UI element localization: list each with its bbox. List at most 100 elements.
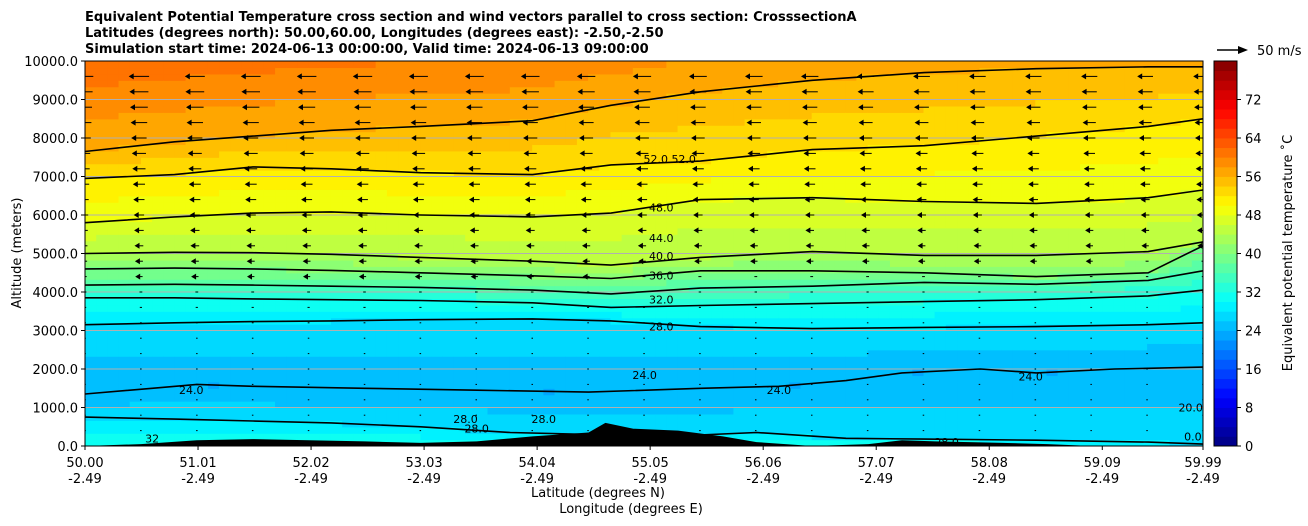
field-cell xyxy=(498,317,511,325)
field-cell xyxy=(576,125,589,133)
field-cell xyxy=(543,215,556,223)
field-cell xyxy=(386,176,399,184)
field-cell xyxy=(554,195,567,203)
field-cell xyxy=(957,388,969,396)
field-cell xyxy=(554,202,567,210)
field-cell xyxy=(196,189,209,197)
field-cell xyxy=(957,394,969,402)
field-cell xyxy=(733,234,746,242)
field-cell xyxy=(845,61,858,69)
field-cell xyxy=(241,247,254,255)
field-cell xyxy=(107,73,120,81)
field-cell xyxy=(353,266,366,274)
field-cell xyxy=(297,157,310,165)
field-cell xyxy=(398,375,410,383)
field-cell xyxy=(867,208,880,216)
field-cell xyxy=(521,227,533,235)
field-cell xyxy=(453,413,466,421)
field-cell xyxy=(174,279,187,287)
field-cell xyxy=(465,61,477,69)
field-cell xyxy=(431,266,444,274)
field-cell xyxy=(901,272,913,280)
field-cell xyxy=(554,375,567,383)
field-cell xyxy=(655,298,667,306)
field-cell xyxy=(207,61,220,69)
field-cell xyxy=(521,234,533,242)
field-cell xyxy=(509,61,522,69)
field-cell xyxy=(386,125,399,133)
field-cell xyxy=(655,272,667,280)
field-cell xyxy=(610,67,623,75)
field-cell xyxy=(85,259,97,267)
field-cell xyxy=(565,234,578,242)
field-cell xyxy=(252,86,265,94)
field-cell xyxy=(621,362,634,370)
field-cell xyxy=(688,202,701,210)
field-cell xyxy=(386,292,399,300)
field-cell xyxy=(912,311,925,319)
field-cell xyxy=(453,138,466,146)
field-cell xyxy=(431,259,444,267)
field-cell xyxy=(979,221,992,229)
field-cell xyxy=(722,401,735,409)
field-cell xyxy=(766,413,779,421)
field-cell xyxy=(699,426,712,434)
field-cell xyxy=(453,157,466,165)
field-cell xyxy=(968,170,980,178)
field-cell xyxy=(509,266,522,274)
field-cell xyxy=(409,401,421,409)
field-cell xyxy=(1001,125,1014,133)
field-cell xyxy=(599,298,612,306)
field-cell xyxy=(386,234,399,242)
field-cell xyxy=(766,176,779,184)
field-cell xyxy=(867,247,880,255)
field-cell xyxy=(811,86,824,94)
field-cell xyxy=(957,317,969,325)
field-cell xyxy=(219,157,231,165)
field-cell xyxy=(699,407,712,415)
field-cell xyxy=(576,426,589,434)
field-cell xyxy=(867,266,880,274)
field-cell xyxy=(342,131,354,139)
field-cell xyxy=(957,61,969,69)
field-cell xyxy=(330,202,343,210)
field-cell xyxy=(375,259,388,267)
field-cell xyxy=(822,266,835,274)
field-cell xyxy=(990,336,1003,344)
field-cell xyxy=(96,150,108,158)
field-cell xyxy=(107,105,120,113)
field-cell xyxy=(219,413,231,421)
field-cell xyxy=(532,227,544,235)
field-cell xyxy=(789,266,802,274)
field-cell xyxy=(286,131,299,139)
field-cell xyxy=(576,112,589,120)
field-cell xyxy=(901,125,913,133)
field-cell xyxy=(688,67,701,75)
field-cell xyxy=(644,93,656,101)
field-cell xyxy=(219,394,231,402)
field-cell xyxy=(1001,394,1014,402)
field-cell xyxy=(834,369,846,377)
field-cell xyxy=(688,176,701,184)
field-cell xyxy=(957,240,969,248)
field-cell xyxy=(901,356,913,364)
field-cell xyxy=(498,208,511,216)
field-cell xyxy=(800,67,813,75)
field-cell xyxy=(487,369,500,377)
field-cell xyxy=(252,189,265,197)
field-cell xyxy=(957,349,969,357)
field-cell xyxy=(330,138,343,146)
field-cell xyxy=(979,266,992,274)
field-cell xyxy=(778,93,790,101)
field-cell xyxy=(129,202,142,210)
field-cell xyxy=(230,150,243,158)
field-cell xyxy=(185,272,198,280)
field-cell xyxy=(621,131,634,139)
field-cell xyxy=(85,176,97,184)
field-cell xyxy=(275,362,287,370)
field-cell xyxy=(565,413,578,421)
field-cell xyxy=(275,349,287,357)
field-cell xyxy=(845,388,858,396)
field-cell xyxy=(163,176,176,184)
field-cell xyxy=(856,189,869,197)
